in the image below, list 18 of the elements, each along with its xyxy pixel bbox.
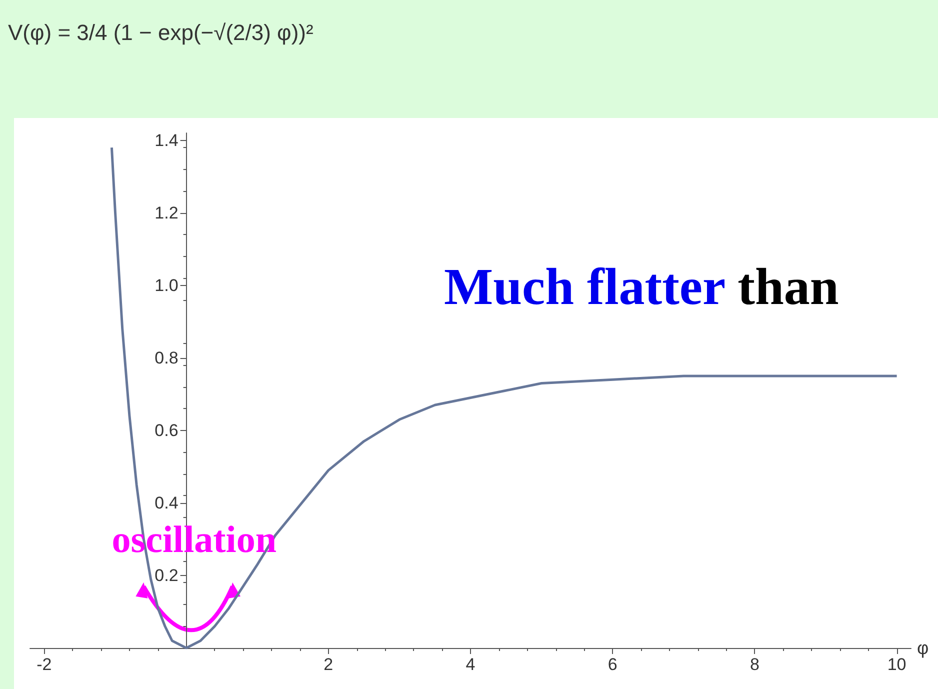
y-tick-label: 1.0: [154, 276, 178, 295]
x-tick-label: 10: [887, 655, 906, 674]
y-tick-label: 1.2: [154, 203, 178, 222]
annotation: than: [738, 259, 839, 316]
y-tick-label: 0.8: [154, 348, 178, 368]
x-tick-label: 4: [466, 655, 476, 674]
y-tick-label: 0.6: [154, 420, 178, 440]
y-tick-label: 0.2: [154, 566, 178, 585]
line-series: [110, 146, 898, 650]
chart-title: V(φ) = 3/4 (1 − exp(−√(2/3) φ))²: [8, 20, 314, 46]
x-tick-label: 6: [608, 655, 618, 674]
annotation: Much flatter: [444, 259, 725, 316]
y-tick-label: 0.4: [154, 493, 178, 512]
x-tick-label: -2: [36, 655, 52, 674]
y-tick-label: 1.4: [154, 130, 178, 150]
x-tick-label: 2: [324, 655, 334, 674]
x-axis-title: φ: [917, 638, 929, 658]
x-tick-label: 8: [750, 655, 760, 674]
